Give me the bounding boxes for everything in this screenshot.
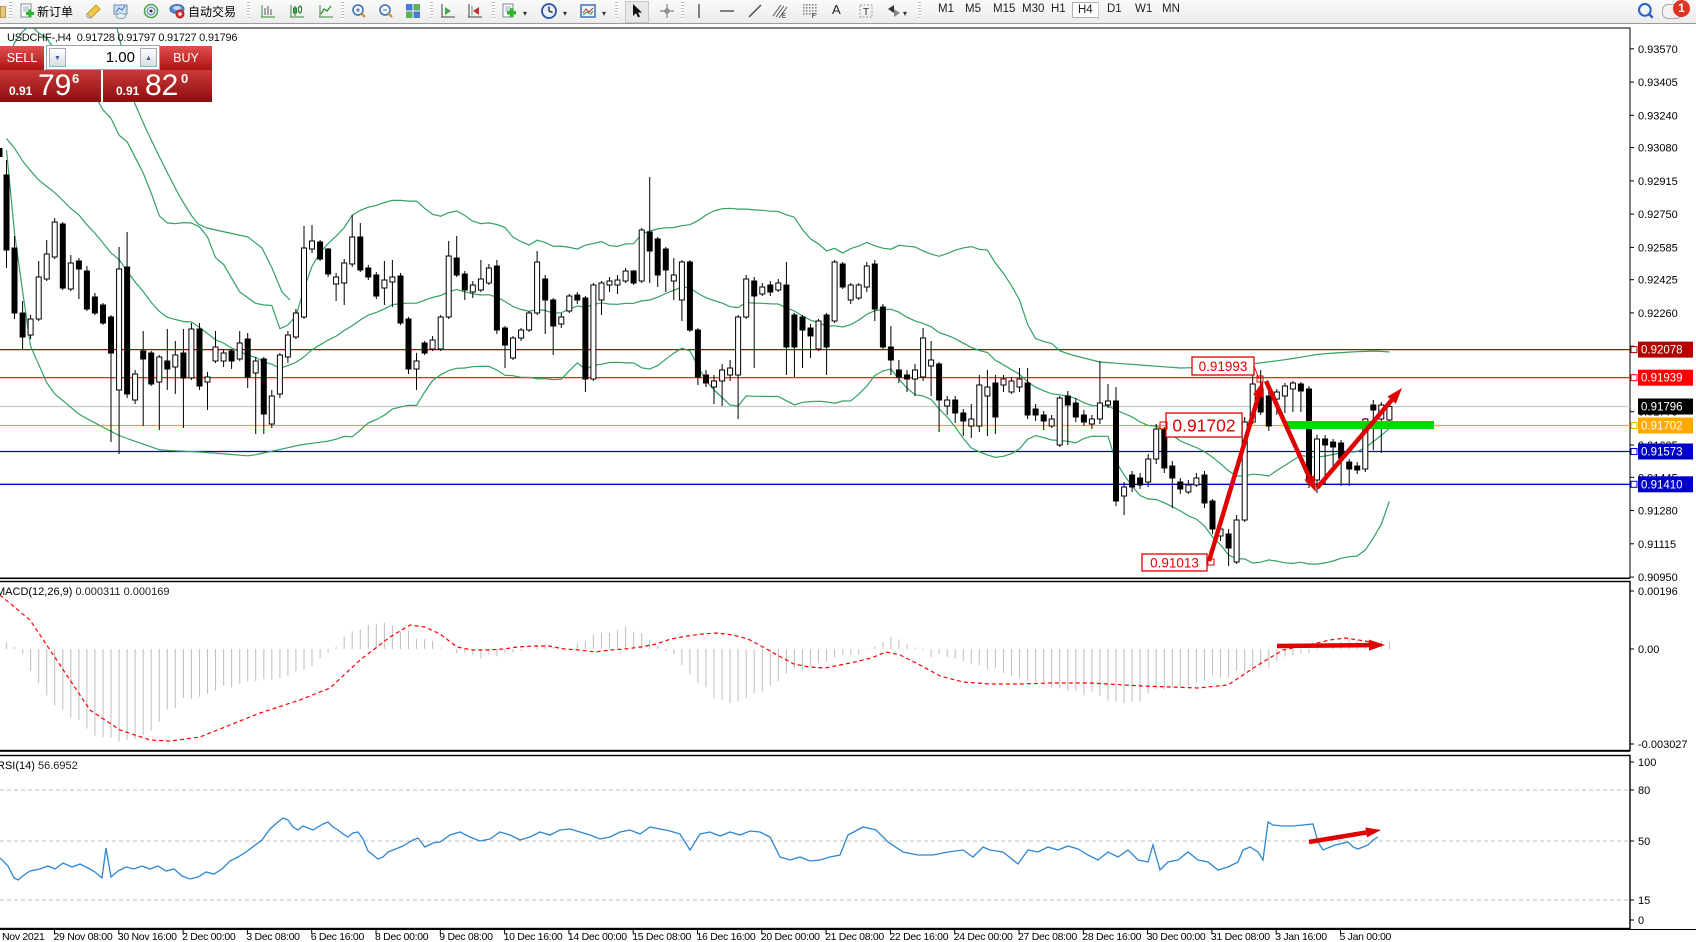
svg-text:0.92915: 0.92915 bbox=[1638, 176, 1678, 188]
svg-text:31 Dec 08:00: 31 Dec 08:00 bbox=[1211, 931, 1270, 942]
svg-text:0.91939: 0.91939 bbox=[1641, 373, 1683, 385]
svg-text:3 Jan 16:00: 3 Jan 16:00 bbox=[1275, 931, 1327, 942]
svg-text:5 Jan 00:00: 5 Jan 00:00 bbox=[1340, 931, 1392, 942]
svg-text:F: F bbox=[812, 14, 816, 19]
svg-text:-0.003027: -0.003027 bbox=[1638, 739, 1688, 751]
svg-text:9 Dec 08:00: 9 Dec 08:00 bbox=[439, 931, 493, 942]
svg-text:0.91702: 0.91702 bbox=[1641, 421, 1683, 433]
svg-text:0.92425: 0.92425 bbox=[1638, 275, 1678, 287]
svg-text:0.91573: 0.91573 bbox=[1641, 447, 1683, 459]
svg-text:2 Dec 00:00: 2 Dec 00:00 bbox=[182, 931, 236, 942]
svg-text:27 Dec 08:00: 27 Dec 08:00 bbox=[1018, 931, 1077, 942]
svg-text:30 Dec 00:00: 30 Dec 00:00 bbox=[1147, 931, 1206, 942]
svg-text:24 Dec 00:00: 24 Dec 00:00 bbox=[954, 931, 1013, 942]
svg-text:0.92078: 0.92078 bbox=[1641, 345, 1683, 357]
svg-text:10 Dec 16:00: 10 Dec 16:00 bbox=[504, 931, 563, 942]
svg-text:15: 15 bbox=[1638, 895, 1650, 907]
svg-text:RSI(14) 56.6952: RSI(14) 56.6952 bbox=[0, 760, 78, 772]
svg-text:14 Dec 00:00: 14 Dec 00:00 bbox=[568, 931, 627, 942]
svg-text:20 Dec 00:00: 20 Dec 00:00 bbox=[761, 931, 820, 942]
svg-text:0.91993: 0.91993 bbox=[1199, 359, 1248, 374]
svg-text:16 Dec 16:00: 16 Dec 16:00 bbox=[697, 931, 756, 942]
svg-text:0.93570: 0.93570 bbox=[1638, 44, 1678, 56]
svg-text:50: 50 bbox=[1638, 836, 1650, 848]
svg-text:0.92260: 0.92260 bbox=[1638, 308, 1678, 320]
svg-text:0.91410: 0.91410 bbox=[1641, 479, 1683, 491]
svg-text:0.91796: 0.91796 bbox=[1641, 402, 1683, 414]
svg-text:0.90950: 0.90950 bbox=[1638, 572, 1678, 584]
svg-text:USDCHF-,H4 0.91728 0.91797 0.: USDCHF-,H4 0.91728 0.91797 0.91727 0.917… bbox=[7, 32, 237, 44]
svg-text:15 Dec 08:00: 15 Dec 08:00 bbox=[632, 931, 691, 942]
svg-text:0.91013: 0.91013 bbox=[1150, 555, 1199, 570]
svg-text:80: 80 bbox=[1638, 785, 1650, 797]
svg-text:8 Dec 00:00: 8 Dec 00:00 bbox=[375, 931, 429, 942]
svg-text:0.00196: 0.00196 bbox=[1638, 586, 1678, 598]
svg-text:0.92750: 0.92750 bbox=[1638, 209, 1678, 221]
svg-text:0.93080: 0.93080 bbox=[1638, 143, 1678, 155]
svg-text:0: 0 bbox=[1638, 915, 1644, 927]
svg-text:T: T bbox=[863, 7, 869, 18]
svg-text:22 Dec 16:00: 22 Dec 16:00 bbox=[889, 931, 948, 942]
svg-text:0.00: 0.00 bbox=[1638, 644, 1659, 656]
svg-text:0.91280: 0.91280 bbox=[1638, 506, 1678, 518]
svg-text:Nov 2021: Nov 2021 bbox=[2, 931, 45, 942]
svg-text:100: 100 bbox=[1638, 757, 1656, 769]
svg-text:MACD(12,26,9) 0.000311 0.00016: MACD(12,26,9) 0.000311 0.000169 bbox=[0, 586, 170, 598]
svg-text:21 Dec 08:00: 21 Dec 08:00 bbox=[825, 931, 884, 942]
svg-text:29 Nov 08:00: 29 Nov 08:00 bbox=[54, 931, 113, 942]
svg-text:30 Nov 16:00: 30 Nov 16:00 bbox=[118, 931, 177, 942]
svg-text:0.91702: 0.91702 bbox=[1172, 415, 1235, 435]
svg-text:0.93405: 0.93405 bbox=[1638, 77, 1678, 89]
svg-text:28 Dec 16:00: 28 Dec 16:00 bbox=[1082, 931, 1141, 942]
svg-text:6 Dec 16:00: 6 Dec 16:00 bbox=[311, 931, 365, 942]
svg-text:0.91115: 0.91115 bbox=[1638, 539, 1676, 551]
svg-text:0.92585: 0.92585 bbox=[1638, 242, 1678, 254]
svg-text:0.93240: 0.93240 bbox=[1638, 110, 1678, 122]
svg-text:E: E bbox=[782, 14, 786, 19]
svg-text:3 Dec 08:00: 3 Dec 08:00 bbox=[246, 931, 300, 942]
